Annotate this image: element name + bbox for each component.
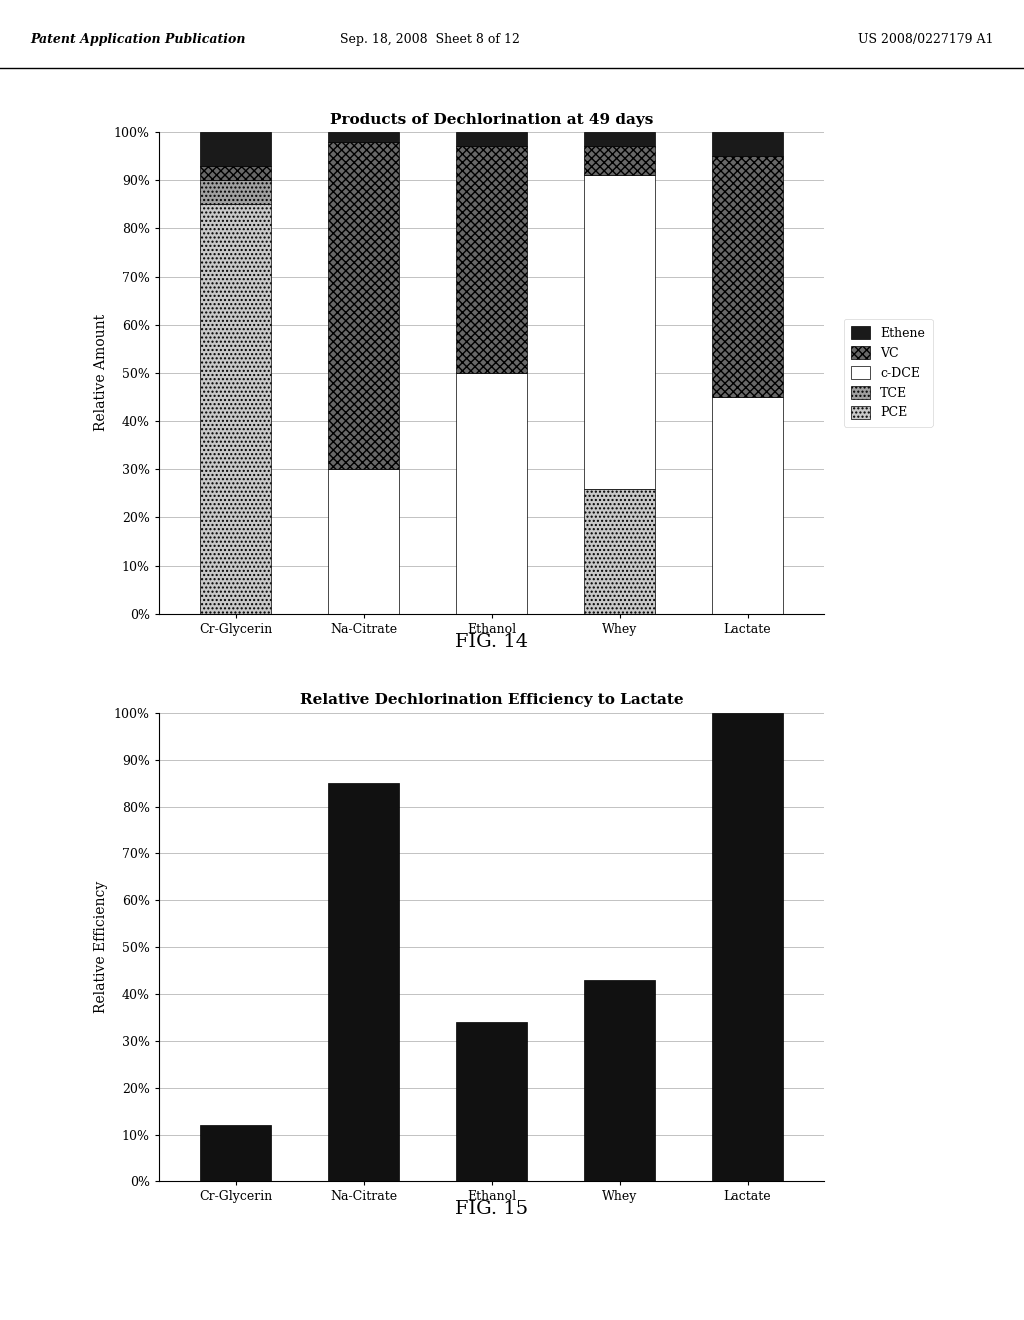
Bar — [585, 176, 654, 488]
Y-axis label: Relative Amount: Relative Amount — [94, 314, 109, 432]
Bar — [201, 181, 270, 205]
Bar — [201, 205, 270, 614]
Text: FIG. 14: FIG. 14 — [455, 632, 528, 651]
Bar — [329, 470, 398, 614]
Bar — [457, 1022, 526, 1181]
Bar — [585, 979, 654, 1181]
Text: FIG. 15: FIG. 15 — [455, 1200, 528, 1218]
Bar — [329, 132, 398, 141]
Text: US 2008/0227179 A1: US 2008/0227179 A1 — [858, 33, 993, 46]
Text: Patent Application Publication: Patent Application Publication — [31, 33, 246, 46]
Bar — [585, 147, 654, 176]
Text: Sep. 18, 2008  Sheet 8 of 12: Sep. 18, 2008 Sheet 8 of 12 — [340, 33, 520, 46]
Bar — [457, 132, 526, 147]
Legend: Ethene, VC, c-DCE, TCE, PCE: Ethene, VC, c-DCE, TCE, PCE — [844, 319, 933, 426]
Bar — [201, 166, 270, 181]
Bar — [713, 132, 782, 156]
Bar — [329, 141, 398, 470]
Bar — [585, 488, 654, 614]
Bar — [457, 374, 526, 614]
Title: Products of Dechlorination at 49 days: Products of Dechlorination at 49 days — [330, 112, 653, 127]
Y-axis label: Relative Efficiency: Relative Efficiency — [94, 880, 109, 1014]
Bar — [201, 1125, 270, 1181]
Bar — [713, 397, 782, 614]
Bar — [713, 713, 782, 1181]
Bar — [585, 132, 654, 147]
Bar — [457, 147, 526, 372]
Bar — [329, 783, 398, 1181]
Bar — [713, 156, 782, 397]
Bar — [201, 132, 270, 166]
Title: Relative Dechlorination Efficiency to Lactate: Relative Dechlorination Efficiency to La… — [300, 693, 683, 708]
